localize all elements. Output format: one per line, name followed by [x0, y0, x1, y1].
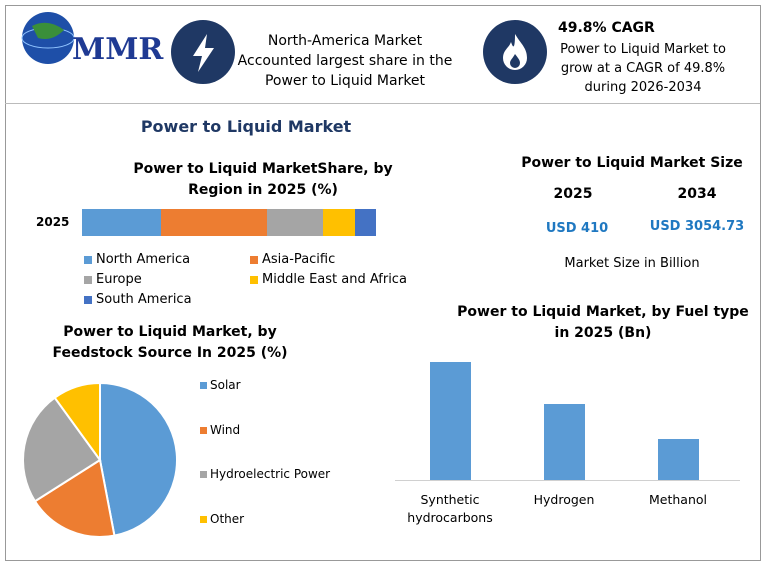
- chart-title: Power to Liquid Market, by Feedstock Sou…: [52, 324, 288, 361]
- y-tick-label: 2025: [36, 215, 70, 229]
- frame: [5, 5, 761, 561]
- legend-swatch: [84, 276, 92, 284]
- year: 2025: [553, 186, 593, 202]
- icon-power: [171, 20, 235, 84]
- bar-segment: [323, 209, 356, 236]
- legend-swatch: [200, 471, 207, 478]
- x-axis: [395, 480, 740, 481]
- pie-slice: [99, 381, 178, 537]
- legend-swatch: [200, 382, 207, 389]
- size-value: USD 3054.73: [649, 219, 745, 234]
- logo-globe: [21, 12, 75, 64]
- bar-segment: [82, 209, 162, 236]
- pie-slice: [33, 458, 116, 538]
- region-note: North-America Market Accounted largest s…: [237, 33, 453, 89]
- legend-swatch: [200, 426, 207, 434]
- legend-label: North America: [96, 252, 191, 267]
- x-tick-label: Methanol: [648, 492, 707, 507]
- legend-label: Other: [210, 511, 245, 526]
- legend-label: Asia-Pacific: [262, 252, 336, 267]
- legend-label: Solar: [210, 378, 241, 392]
- legend-swatch: [84, 296, 92, 304]
- x-tick-label: Hydrogen: [533, 492, 595, 507]
- size-value: USD 410: [545, 221, 609, 236]
- chart-title: Power to Liquid Market, by Fuel type in …: [457, 304, 749, 341]
- icon-flame: [483, 20, 547, 84]
- legend-label: Europe: [96, 272, 142, 287]
- bar: [658, 438, 699, 480]
- logo-text: MMR: [72, 32, 164, 67]
- bar-segment: [355, 209, 376, 236]
- pie-slice: [53, 381, 101, 464]
- legend-label: Wind: [210, 422, 241, 437]
- legend-swatch: [84, 256, 92, 264]
- size-title: Power to Liquid Market Size: [521, 155, 743, 171]
- pie-slice: [22, 396, 102, 503]
- chart-title: Power to Liquid MarketShare, by Region i…: [133, 161, 393, 198]
- bar: [544, 403, 585, 480]
- legend-label: Middle East and Africa: [262, 272, 407, 287]
- size-note: Market Size in Billion: [564, 256, 700, 271]
- legend-label: Hydroelectric Power: [210, 467, 331, 481]
- x-tick-label: Synthetic hydrocarbons: [407, 492, 493, 525]
- legend-swatch: [250, 276, 258, 284]
- bar-segment: [161, 209, 268, 236]
- divider: [5, 103, 760, 104]
- main-title: Power to Liquid Market: [140, 117, 352, 136]
- legend-swatch: [250, 256, 258, 264]
- pie-chart: [22, 381, 178, 538]
- legend-swatch: [200, 515, 207, 523]
- cagr-text: Power to Liquid Market to grow at a CAGR…: [560, 42, 726, 95]
- year: 2034: [677, 186, 717, 202]
- bar: [430, 362, 471, 480]
- cagr-title: 49.8% CAGR: [558, 20, 655, 36]
- legend-label: South America: [96, 292, 192, 307]
- bar-segment: [267, 209, 324, 236]
